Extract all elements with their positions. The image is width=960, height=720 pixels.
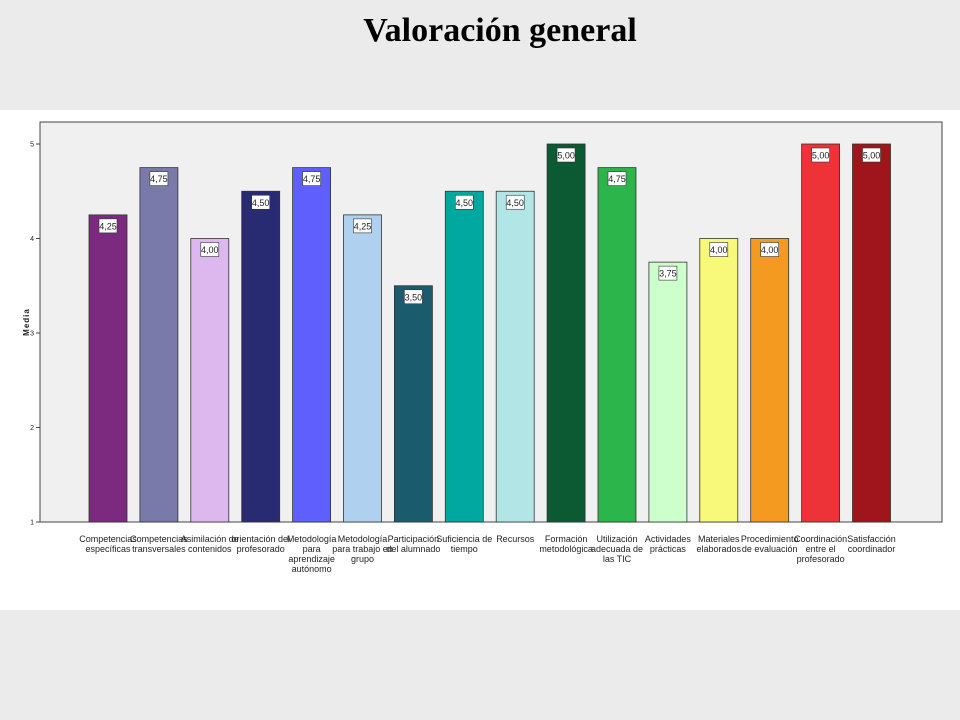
bar: [343, 214, 382, 523]
value-label: 4,75: [608, 174, 626, 184]
page-title: Valoración general: [363, 12, 637, 49]
bar: [393, 285, 433, 523]
y-tick-label: 2: [30, 425, 34, 432]
category-label: Competencias específicas: [79, 534, 137, 554]
category-label: Recursos: [496, 534, 535, 544]
bar: [444, 190, 484, 523]
y-axis-label: Media: [22, 308, 31, 336]
bar: [852, 143, 891, 523]
value-label-box: [454, 194, 474, 210]
value-label-box: [200, 242, 220, 257]
category-label: Utilización adecuada de las TIC: [591, 534, 643, 564]
bar-chart: 1 2 3 4 5 Media 4,25 Competencias específicas 4,7…: [22, 121, 943, 574]
bar: [241, 190, 281, 523]
bar: [801, 143, 840, 523]
plot-area: [39, 121, 943, 523]
category-label: Suficiencia de tiempo: [436, 534, 492, 554]
category-label: Participación del alumnado: [386, 534, 440, 554]
value-label: 4,25: [99, 221, 117, 231]
value-label: 4,25: [354, 221, 372, 231]
y-tick-label: 4: [30, 236, 34, 243]
value-label-box: [302, 171, 321, 186]
value-label-box: [353, 218, 372, 234]
y-tick-label: 5: [30, 142, 34, 149]
value-label-box: [811, 147, 830, 163]
bar: [699, 238, 739, 523]
bar: [292, 167, 332, 523]
value-label: 4,00: [710, 245, 728, 255]
chart-panel: 1 2 3 4 5 Media 4,25 Competencias específicas 4,7…: [0, 110, 960, 610]
bar: [648, 261, 688, 523]
bar: [597, 167, 637, 523]
value-label-box: [556, 147, 576, 163]
category-label: Formación metodológica: [539, 534, 593, 554]
value-label-box: [658, 265, 678, 281]
category-label: Competencias transversales: [130, 534, 188, 554]
category-label: Coordinación entre el profesorado: [794, 534, 847, 564]
value-label: 5,00: [863, 151, 881, 161]
value-label-box: [505, 194, 525, 210]
value-label-box: [149, 171, 169, 186]
value-label: 4,50: [252, 198, 270, 208]
bar: [495, 190, 535, 523]
value-label: 3,75: [659, 269, 677, 279]
value-label: 4,00: [761, 245, 779, 255]
category-label: Asimilación de contenidos: [181, 534, 239, 554]
category-label: orientación del profesorado: [231, 534, 290, 554]
value-label-box: [404, 289, 423, 305]
value-label: 5,00: [812, 151, 830, 161]
value-label-box: [862, 147, 881, 163]
value-label: 4,75: [303, 174, 321, 184]
value-label-box: [709, 242, 729, 257]
y-tick-label: 1: [30, 520, 34, 527]
category-label: Metodología para trabajo en grupo: [332, 534, 393, 564]
value-label-box: [607, 171, 627, 186]
value-label-box: [251, 194, 270, 210]
category-label: Satisfacción coordinador: [847, 534, 896, 554]
y-tick-label: 3: [30, 331, 34, 338]
bar: [139, 167, 179, 523]
value-label: 3,50: [405, 292, 423, 302]
value-label: 4,00: [201, 245, 219, 255]
value-label-box: [98, 218, 118, 234]
value-label-box: [760, 242, 780, 257]
bar: [750, 238, 790, 523]
category-label: Metodología para aprendizaje autónomo: [287, 534, 337, 574]
bar: [546, 143, 586, 523]
category-label: Procedimiento de evaluación: [741, 534, 799, 554]
category-label: Materiales elaborados: [697, 534, 742, 554]
bar: [190, 238, 230, 523]
value-label: 4,50: [506, 198, 524, 208]
value-label: 5,00: [557, 151, 575, 161]
category-label: Actividades prácticas: [645, 534, 692, 554]
value-label: 4,75: [150, 174, 168, 184]
bar: [88, 214, 128, 523]
value-label: 4,50: [456, 198, 474, 208]
